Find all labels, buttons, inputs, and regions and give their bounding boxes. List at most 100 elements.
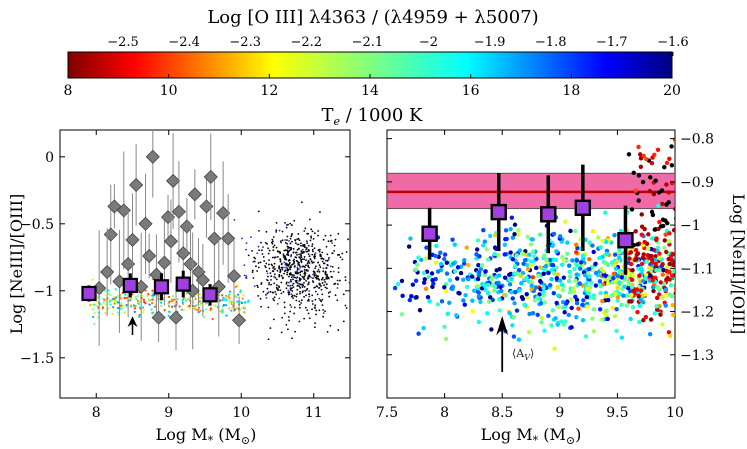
sample-point — [666, 190, 671, 195]
background-point — [295, 256, 298, 259]
sample-point — [635, 242, 640, 247]
background-point — [285, 258, 288, 261]
sample-point — [560, 287, 565, 293]
right-xtick-label: 8 — [440, 405, 449, 421]
background-point — [320, 288, 323, 291]
sample-point — [584, 286, 590, 291]
sample-point — [633, 229, 638, 234]
sample-point — [591, 329, 597, 334]
background-point — [305, 264, 307, 267]
sample-point — [116, 294, 120, 298]
sample-point — [658, 312, 663, 317]
background-point — [327, 240, 330, 243]
sample-point — [488, 233, 493, 239]
sample-point — [522, 257, 528, 263]
sample-point — [181, 298, 184, 302]
sample-point — [656, 285, 661, 291]
background-point — [314, 252, 317, 255]
sample-point — [180, 308, 183, 311]
sample-point — [517, 288, 522, 293]
sample-point — [103, 289, 107, 292]
background-point — [279, 270, 282, 273]
sample-point — [163, 309, 166, 312]
background-point — [263, 260, 266, 262]
background-point — [320, 257, 323, 260]
sample-point — [200, 296, 203, 299]
background-point — [311, 303, 314, 305]
background-point — [313, 253, 316, 256]
background-point — [247, 254, 250, 257]
background-point — [265, 262, 268, 265]
sample-point — [225, 294, 228, 297]
sample-point — [596, 235, 601, 240]
background-point — [318, 270, 321, 273]
sample-point — [576, 306, 581, 311]
sample-point — [114, 301, 117, 304]
background-point — [295, 299, 298, 302]
sample-point — [133, 307, 137, 310]
background-point — [310, 276, 312, 279]
sample-point — [530, 280, 535, 285]
sample-point — [399, 278, 405, 284]
background-point — [267, 275, 269, 278]
sample-point — [452, 242, 457, 247]
sample-point — [587, 274, 592, 279]
left-ylabel: Log [NeIII]/[OIII] — [7, 194, 26, 334]
background-point — [256, 286, 259, 289]
background-point — [356, 250, 358, 252]
sample-point — [590, 229, 596, 234]
sample-point — [626, 152, 632, 157]
background-point — [285, 287, 288, 290]
sample-point — [198, 296, 201, 299]
sample-point — [92, 315, 95, 319]
sample-point — [568, 228, 573, 234]
sample-point — [211, 317, 214, 321]
sample-point — [485, 257, 491, 262]
sample-point — [550, 262, 556, 268]
sample-point — [633, 188, 639, 193]
sample-point — [676, 283, 680, 287]
sample-point — [196, 308, 200, 311]
background-point — [295, 277, 298, 279]
sample-point — [630, 305, 636, 310]
sample-point — [123, 296, 126, 300]
background-point — [308, 266, 310, 269]
galaxy-point — [183, 256, 198, 272]
sample-point — [133, 310, 136, 313]
background-point — [259, 261, 262, 264]
sample-point — [434, 243, 439, 249]
background-point — [308, 255, 311, 258]
sample-point — [649, 209, 655, 215]
galaxy-point — [168, 310, 184, 325]
sample-point — [111, 312, 114, 316]
sample-point — [202, 316, 205, 319]
sample-point — [476, 262, 481, 268]
sample-point — [96, 304, 99, 307]
background-point — [336, 299, 339, 302]
background-point — [308, 262, 311, 264]
sample-point — [442, 285, 447, 290]
background-point — [257, 294, 260, 297]
background-point — [305, 240, 308, 243]
sample-point — [674, 301, 675, 304]
colorbar-top-tick-label: −2 — [419, 35, 438, 50]
sample-point — [662, 238, 667, 243]
background-point — [337, 232, 340, 235]
background-point — [273, 266, 275, 268]
sample-point — [615, 298, 620, 303]
left-axes-frame — [59, 129, 351, 399]
sample-point — [447, 278, 453, 283]
sample-point — [580, 253, 585, 258]
sample-point — [630, 267, 635, 273]
sample-point — [659, 188, 665, 193]
sample-point — [244, 301, 247, 304]
background-point — [293, 219, 296, 222]
background-point — [311, 261, 314, 264]
background-point — [304, 274, 307, 276]
sample-point — [147, 298, 151, 301]
background-point — [289, 310, 291, 313]
sample-point — [154, 305, 157, 308]
sample-point — [653, 257, 658, 262]
background-point — [314, 326, 316, 329]
sample-point — [555, 322, 560, 327]
